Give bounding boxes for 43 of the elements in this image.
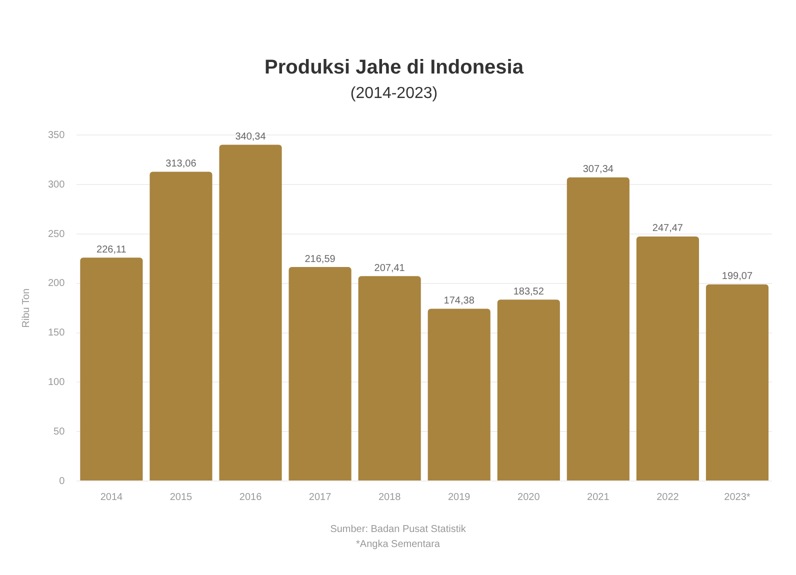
y-tick-label: 250 [48,228,66,240]
y-tick-label: 0 [59,476,66,487]
y-tick-label: 300 [48,179,66,190]
x-tick-label: 2022 [656,492,680,503]
data-label: 307,34 [582,164,614,176]
data-label: 247,47 [652,223,684,234]
data-label: 199,07 [722,271,753,282]
y-tick-label: 100 [48,376,66,388]
bar [566,177,630,480]
x-tick-label: 2014 [100,492,124,503]
x-tick-label: 2016 [239,492,262,503]
bar [706,284,769,480]
data-label: 226,11 [96,244,127,256]
data-label: 183,52 [513,286,544,298]
data-label: 313,06 [166,158,197,170]
x-tick-label: 2019 [448,492,471,503]
data-label: 174,38 [444,295,475,306]
chart-title: Produksi Jahe di Indonesia [264,56,524,79]
text: Sumber: Badan Pusat Statistik [330,524,467,535]
bar [428,308,490,480]
x-tick-label: 2018 [378,492,402,503]
y-tick-label: 150 [48,328,66,339]
data-label: 340,34 [235,131,266,142]
x-tick-label: 2017 [308,492,332,503]
data-label: 207,41 [374,262,406,274]
y-tick-label: 200 [48,278,66,290]
bar [636,236,699,480]
text: *Angka Sementara [356,538,440,550]
bar [497,300,560,480]
bar [288,267,352,480]
x-tick-label: 2015 [170,492,193,503]
y-tick-label: 350 [48,130,66,141]
x-tick-label: 2021 [587,492,610,503]
x-tick-label: 2020 [518,492,540,503]
bar [150,172,212,480]
y-tick-label: 50 [54,426,66,438]
data-label: 216,59 [304,254,336,265]
bar [219,144,282,480]
bar [80,258,143,480]
y-axis-title: Ribu Ton [20,288,32,328]
bar [358,276,421,480]
x-tick-label: 2023* [724,492,750,503]
chart-subtitle: (2014-2023) [350,85,438,102]
